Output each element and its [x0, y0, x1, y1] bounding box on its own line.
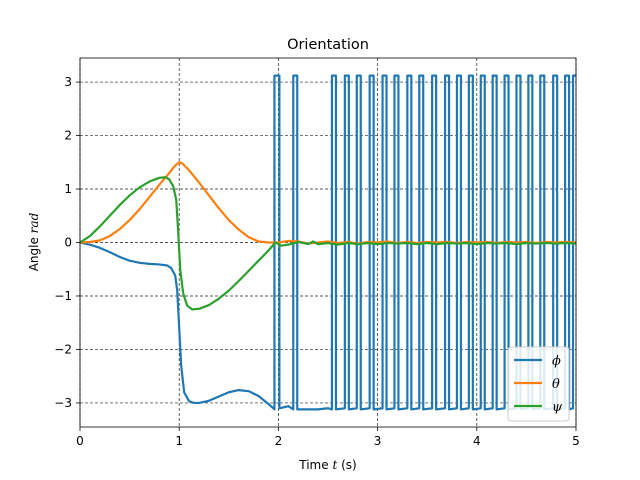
series-line-1: [79, 161, 577, 245]
y-tick-label-1: −2: [54, 342, 72, 356]
y-axis-label-prefix: Angle: [27, 233, 41, 271]
legend-label-1: θ: [552, 377, 560, 392]
x-axis-label-prefix: Time: [298, 458, 332, 472]
legend-label-2: ψ: [552, 400, 563, 415]
grid-lines: [79, 58, 577, 427]
x-axis-label-var: t: [332, 458, 337, 472]
x-axis-ticks: 0 1 2 3 4 5: [76, 427, 580, 448]
y-tick-label-6: 3: [64, 75, 72, 89]
y-axis-ticks: −3 −2 −1 0 1 2 3: [54, 75, 80, 410]
x-tick-label-0: 0: [76, 434, 84, 448]
x-axis-label: Time t (s): [298, 458, 356, 472]
y-axis-label-var: rad: [27, 212, 41, 233]
y-tick-label-5: 2: [64, 129, 72, 143]
series-layer: [79, 74, 577, 411]
legend: ϕθψ: [507, 346, 570, 422]
y-tick-label-0: −3: [54, 396, 72, 410]
y-tick-label-3: 0: [64, 236, 72, 250]
series-line-2: [79, 176, 577, 311]
x-tick-label-3: 3: [374, 434, 382, 448]
x-tick-label-5: 5: [572, 434, 580, 448]
series-line-0: [79, 74, 576, 411]
y-tick-label-4: 1: [64, 182, 72, 196]
y-tick-label-2: −1: [54, 289, 72, 303]
x-tick-label-1: 1: [175, 434, 183, 448]
legend-label-0: ϕ: [552, 354, 561, 369]
x-tick-label-2: 2: [275, 434, 283, 448]
y-axis-label: Angle rad: [27, 212, 41, 271]
x-axis-label-suffix: (s): [337, 458, 356, 472]
x-tick-label-4: 4: [473, 434, 481, 448]
chart-title: Orientation: [287, 37, 369, 53]
